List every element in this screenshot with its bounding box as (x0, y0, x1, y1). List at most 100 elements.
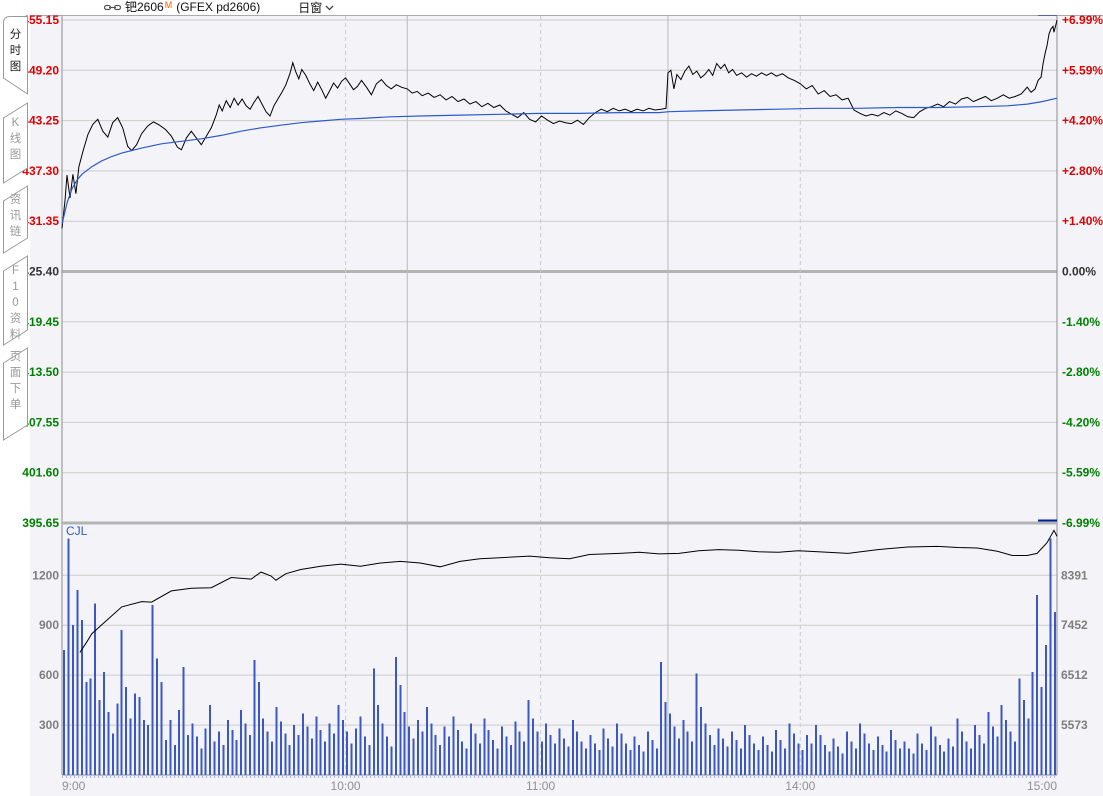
volume-bar (403, 711, 406, 776)
volume-bar (549, 735, 552, 775)
volume-bar (779, 740, 782, 775)
volume-bar (934, 736, 937, 775)
volume-bar (333, 733, 335, 775)
instrument-name: 钯2606 (125, 0, 164, 14)
volume-bar (134, 693, 136, 775)
tab-f10-info[interactable] (3, 255, 28, 346)
volume-bar (602, 728, 605, 775)
volume-bar (912, 753, 915, 775)
volume-bar (766, 745, 769, 775)
price-tick-label: 437.30 (22, 164, 59, 178)
top-bar: 钯2606 M (GFEX pd2606) 日窗 (0, 0, 1103, 15)
volume-bar (262, 718, 265, 775)
volume-bar (456, 730, 459, 775)
volume-bar (187, 735, 189, 775)
volume-bar (589, 735, 592, 775)
volume-bar (76, 590, 79, 775)
volume-bar (1009, 731, 1012, 775)
volume-bar (540, 741, 543, 775)
volume-bar (386, 736, 388, 775)
volume-bar (726, 746, 729, 775)
price-tick-label: 455.15 (22, 13, 59, 27)
volume-bar (682, 720, 685, 775)
volume-bar (447, 736, 450, 775)
volume-bar (85, 681, 88, 775)
tab-kline-chart[interactable] (3, 102, 28, 184)
volume-bar (921, 743, 924, 775)
volume-bar (686, 731, 689, 775)
volume-bar (381, 723, 384, 775)
link-icon[interactable] (104, 3, 121, 12)
volume-pane-label: CJL (66, 524, 88, 538)
volume-bar (275, 706, 278, 775)
volume-bar (302, 713, 304, 775)
price-tick-label: 443.25 (22, 114, 59, 128)
volume-bar (209, 705, 212, 775)
volume-bar (240, 710, 243, 775)
volume-bar (925, 750, 928, 775)
volume-bar (903, 741, 906, 775)
volume-bar (620, 733, 623, 775)
volume-bar (72, 625, 75, 775)
period-dropdown-label: 日窗 (298, 1, 323, 15)
volume-bar (461, 741, 464, 775)
volume-bar (266, 731, 269, 775)
volume-bar (341, 720, 344, 775)
volume-bar (735, 740, 738, 775)
volume-bar (297, 735, 300, 775)
volume-bar (868, 743, 871, 775)
tab-news-link[interactable] (3, 185, 28, 254)
volume-tick-label: 900 (39, 618, 59, 632)
volume-bar (801, 750, 804, 775)
tab-label-f10[interactable]: F 1 0 资料 (10, 265, 22, 341)
volume-bar (651, 740, 654, 775)
volume-bar (425, 706, 428, 775)
tab-label-kline[interactable]: K 线图 (10, 117, 22, 161)
volume-bar (355, 728, 358, 775)
volume-bar (324, 741, 327, 775)
volume-bar (881, 745, 884, 775)
volume-bar (859, 723, 862, 775)
open-interest-tick-label: 7452 (1061, 618, 1088, 632)
volume-bar (1040, 686, 1043, 775)
volume-bar (695, 673, 698, 775)
volume-bar (770, 751, 773, 775)
volume-bar (487, 730, 490, 775)
volume-bar (669, 713, 672, 775)
tab-page-order[interactable] (3, 347, 28, 441)
volume-bar (439, 745, 442, 775)
volume-bar (691, 741, 694, 775)
volume-bar (191, 723, 194, 775)
volume-bar (991, 726, 994, 775)
chart-background (30, 15, 1103, 796)
volume-bar (845, 731, 848, 775)
volume-bar (629, 750, 632, 775)
volume-bar (562, 738, 565, 775)
volume-bar (872, 750, 875, 775)
price-tick-label: 419.45 (22, 315, 59, 329)
volume-bar (960, 731, 963, 775)
volume-bar (111, 733, 114, 775)
volume-bar (474, 733, 477, 775)
volume-bar (231, 730, 234, 775)
volume-bar (784, 748, 786, 775)
volume-bar (775, 730, 778, 775)
volume-bar (815, 725, 817, 775)
volume-bar (907, 748, 910, 775)
volume-tick-label: 1200 (32, 568, 59, 582)
volume-bar (876, 736, 879, 775)
period-dropdown[interactable]: 日窗 (298, 0, 334, 16)
volume-bar (1005, 720, 1008, 775)
volume-bar (142, 720, 145, 775)
volume-bar (987, 711, 990, 776)
tab-label-intraday[interactable]: 分时图 (10, 28, 22, 73)
volume-bar (545, 723, 548, 775)
volume-bar (151, 605, 154, 775)
volume-bar (554, 743, 557, 775)
tab-intraday-chart[interactable] (3, 16, 28, 95)
volume-bar (169, 720, 172, 775)
volume-bar (103, 671, 105, 775)
tab-label-order[interactable]: 页面下单 (10, 351, 22, 411)
tab-label-news[interactable]: 资讯链 (10, 193, 22, 238)
